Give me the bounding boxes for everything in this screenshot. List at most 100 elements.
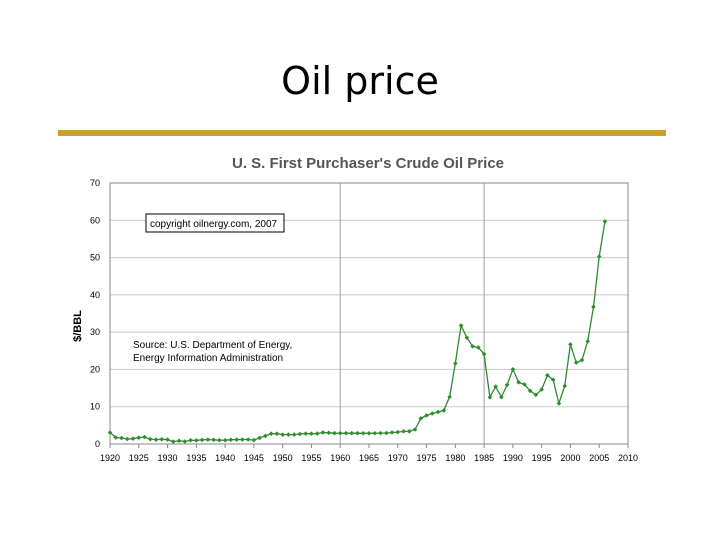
- data-point: [539, 387, 544, 392]
- x-tick-label: 1985: [474, 453, 494, 463]
- data-point: [337, 430, 343, 436]
- data-point: [211, 437, 216, 443]
- data-point: [430, 411, 435, 416]
- x-tick-label: 1965: [359, 453, 379, 463]
- x-tick-label: 2000: [560, 453, 580, 463]
- data-point: [217, 437, 222, 443]
- x-tick-label: 1935: [186, 453, 206, 463]
- data-point: [153, 437, 159, 442]
- data-point: [228, 437, 234, 443]
- data-point: [119, 435, 124, 441]
- y-tick-label: 60: [90, 215, 100, 225]
- data-point: [522, 382, 527, 387]
- data-point: [303, 431, 308, 436]
- oil-price-chart: U. S. First Purchaser's Crude Oil Price …: [72, 155, 638, 463]
- x-tick-label: 1925: [129, 453, 149, 463]
- data-point: [257, 435, 262, 441]
- data-point: [205, 437, 211, 442]
- data-point: [550, 377, 556, 383]
- data-point: [268, 431, 274, 436]
- data-point: [222, 437, 228, 443]
- data-point: [568, 342, 573, 347]
- data-point: [378, 430, 383, 436]
- data-point: [579, 357, 585, 363]
- data-point: [493, 384, 498, 389]
- data-point: [447, 394, 452, 400]
- data-point: [573, 360, 579, 365]
- data-point: [562, 383, 567, 389]
- data-point: [556, 401, 562, 406]
- data-point: [188, 437, 193, 443]
- data-point: [176, 438, 182, 444]
- data-point: [291, 432, 297, 437]
- data-point: [251, 437, 257, 443]
- data-point: [182, 439, 188, 444]
- y-tick-label: 10: [90, 402, 100, 412]
- data-point: [130, 436, 136, 441]
- data-point: [458, 323, 464, 328]
- x-tick-label: 2005: [589, 453, 609, 463]
- title-divider: [58, 130, 666, 136]
- series-line: [109, 221, 606, 443]
- data-point: [366, 431, 372, 436]
- data-point: [280, 432, 285, 437]
- copyright-note: copyright oilnergy.com, 2007: [150, 219, 278, 230]
- data-point: [453, 361, 458, 366]
- copyright-box: [145, 213, 285, 233]
- data-point: [194, 438, 199, 443]
- x-tick-label: 1990: [503, 453, 523, 463]
- x-tick-label: 2010: [618, 453, 638, 463]
- data-point: [165, 437, 170, 442]
- data-point: [113, 435, 119, 440]
- data-point: [171, 439, 176, 444]
- data-point: [107, 430, 113, 435]
- data-point: [470, 344, 475, 349]
- y-tick-label: 0: [95, 439, 100, 449]
- data-point: [585, 338, 591, 344]
- data-point: [142, 434, 147, 440]
- data-point: [147, 436, 153, 442]
- data-point: [441, 408, 447, 413]
- y-tick-label: 30: [90, 327, 100, 337]
- data-point: [487, 395, 493, 400]
- x-tick-label: 1960: [330, 453, 350, 463]
- data-point: [591, 304, 596, 310]
- data-point: [510, 367, 516, 372]
- data-point: [499, 394, 504, 400]
- data-point: [372, 430, 378, 436]
- price-series: [107, 219, 608, 444]
- data-point: [545, 372, 550, 378]
- data-point: [245, 437, 251, 442]
- data-point: [395, 429, 401, 435]
- data-point: [602, 219, 608, 224]
- data-point: [481, 351, 487, 357]
- data-point: [199, 437, 205, 443]
- x-tick-label: 1930: [158, 453, 178, 463]
- data-point: [476, 345, 481, 350]
- chart-title: U. S. First Purchaser's Crude Oil Price: [232, 155, 504, 172]
- data-point: [332, 430, 337, 436]
- data-point: [240, 437, 245, 442]
- data-point: [401, 429, 406, 434]
- data-point: [383, 430, 389, 436]
- data-point: [406, 429, 412, 434]
- x-tick-label: 1980: [445, 453, 465, 463]
- source-note-line1: Source: U.S. Department of Energy,: [133, 340, 292, 351]
- x-axis-ticks: 1920 1925 1930 1935 1940 1945 1950 1955 1960 1965…: [100, 444, 638, 463]
- data-point: [435, 409, 441, 415]
- data-point: [389, 430, 395, 435]
- data-point: [418, 416, 424, 421]
- y-tick-label: 70: [90, 178, 100, 188]
- x-tick-label: 1975: [417, 453, 437, 463]
- data-point: [355, 430, 360, 436]
- data-point: [263, 433, 268, 439]
- data-point: [504, 382, 510, 388]
- data-point: [412, 427, 418, 432]
- data-point: [234, 437, 239, 442]
- x-tick-label: 1970: [388, 453, 408, 463]
- data-point: [424, 413, 429, 418]
- y-axis-ticks: 0 10 20 30 40 50 60 70: [90, 178, 100, 449]
- y-axis-label: $/BBL: [72, 310, 84, 342]
- data-point: [274, 431, 280, 436]
- data-point: [349, 430, 355, 436]
